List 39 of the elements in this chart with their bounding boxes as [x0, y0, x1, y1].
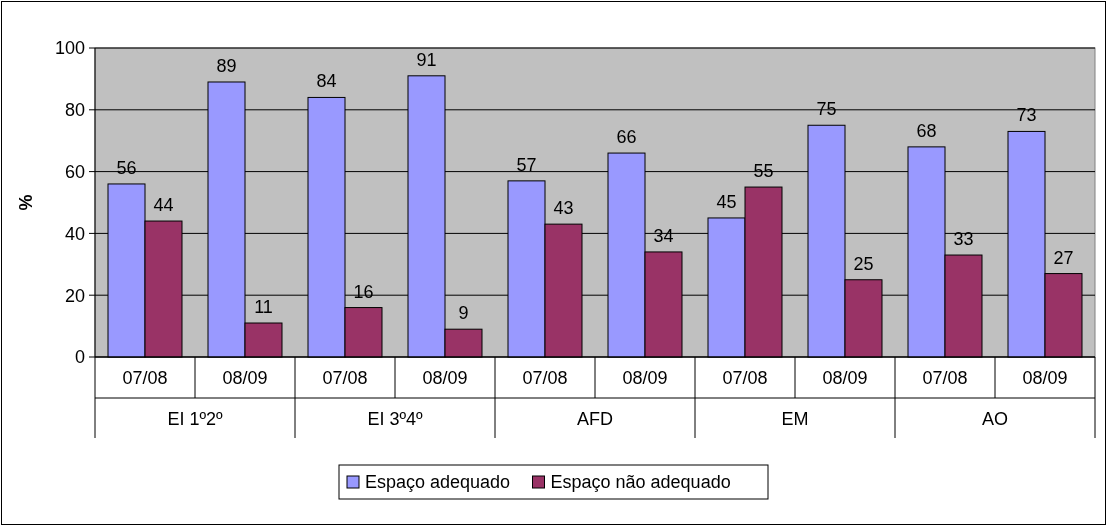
y-tick-label: 40 — [64, 223, 85, 244]
text: EI 3º4º — [367, 409, 424, 429]
data-label: 57 — [516, 154, 537, 175]
x-tick-label: 08/09 — [822, 368, 868, 388]
data-label: 43 — [553, 198, 574, 219]
data-label: 91 — [416, 49, 437, 70]
data-label: 89 — [216, 55, 237, 76]
data-label: 44 — [153, 195, 174, 216]
text: AFD — [577, 409, 613, 429]
legend-label: Espaço não adequado — [550, 472, 731, 493]
x-tick-label: 07/08 — [322, 368, 368, 388]
data-label: 9 — [458, 303, 469, 324]
data-label: 33 — [953, 229, 974, 250]
x-tick-label: 07/08 — [922, 368, 968, 388]
data-label: 73 — [1016, 105, 1037, 126]
data-label: 11 — [254, 297, 273, 318]
x-tick-label: 08/09 — [1022, 368, 1068, 388]
y-tick-label: 100 — [54, 38, 85, 59]
y-tick-label: 80 — [64, 100, 85, 121]
text: AO — [981, 409, 1009, 429]
data-label: 27 — [1053, 247, 1074, 268]
x-tick-label: 07/08 — [522, 368, 568, 388]
data-label: 45 — [716, 191, 737, 212]
x-tick-label: 08/09 — [622, 368, 668, 388]
x-tick-label: 08/09 — [422, 368, 468, 388]
data-label: 25 — [853, 253, 874, 274]
text: EM — [781, 409, 809, 429]
x-tick-label: 08/09 — [222, 368, 268, 388]
x-tick-label: 07/08 — [122, 368, 168, 388]
legend-label: Espaço adequado — [365, 472, 511, 493]
data-label: 84 — [316, 71, 337, 92]
data-label: 68 — [916, 120, 937, 141]
y-axis-title: % — [16, 194, 36, 211]
y-tick-label: 20 — [64, 285, 85, 306]
y-tick-label: 0 — [74, 347, 85, 368]
text: EI 1º2º — [167, 409, 224, 429]
data-label: 66 — [616, 127, 637, 148]
y-tick-label: 60 — [64, 161, 85, 182]
x-tick-label: 07/08 — [722, 368, 768, 388]
